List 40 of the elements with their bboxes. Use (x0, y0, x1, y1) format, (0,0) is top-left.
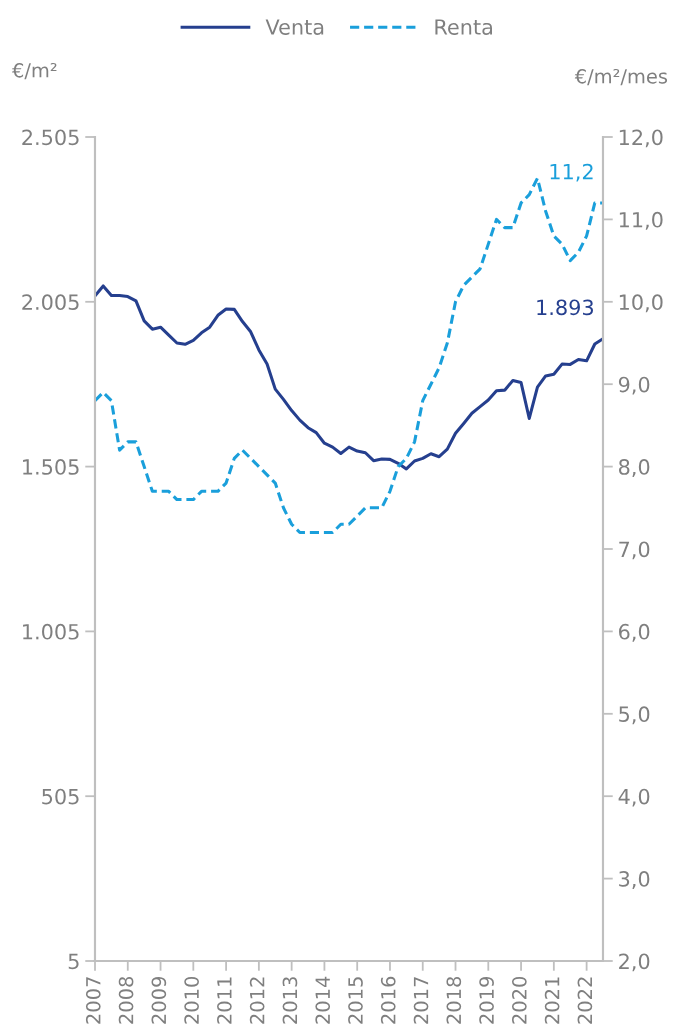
y-tick-label: 2.005 (22, 294, 79, 311)
legend-label: Venta (265, 19, 324, 35)
line-series (95, 284, 603, 471)
y2-tick-label: 7,0 (619, 541, 650, 560)
y2-tick-label: 3,0 (619, 871, 650, 889)
x-tick-label: 2016 (380, 976, 396, 1024)
x-tick-label: 2014 (315, 976, 331, 1024)
y2-tick-label: 9,0 (618, 376, 650, 395)
x-tick-label: 2007 (85, 977, 101, 1024)
x-tick-label: 2009 (151, 976, 167, 1024)
y2-tick-label: 10,0 (619, 294, 663, 313)
x-tick-label: 2013 (282, 977, 298, 1024)
y2-axis-title: €/m²/mes (574, 68, 668, 86)
y2-tick-label: 12,0 (619, 129, 663, 148)
x-tick-label: 2018 (446, 976, 462, 1024)
x-tick-label: 2017 (413, 977, 429, 1024)
x-tick-label: 2012 (249, 977, 265, 1024)
x-tick-label: 2021 (544, 977, 560, 1024)
y-tick-label: 505 (42, 788, 79, 805)
x-tick-label: 2022 (577, 977, 593, 1024)
x-tick-label: 2010 (184, 976, 199, 1024)
y-tick-label: 5 (68, 953, 79, 970)
x-tick-label: 2011 (217, 977, 232, 1024)
y2-tick-label: 11,0 (619, 211, 663, 230)
data-label: 11,2 (550, 163, 593, 182)
y2-tick-label: 2,0 (619, 953, 650, 972)
data-label: 1.893 (537, 299, 593, 316)
y2-tick-label: 8,0 (619, 459, 650, 477)
y-tick-label: 1.005 (23, 623, 79, 640)
x-tick-label: 2019 (479, 976, 494, 1024)
x-tick-label: 2008 (118, 976, 134, 1024)
y-axis-title: €/m² (12, 62, 57, 80)
x-tick-label: 2015 (348, 977, 363, 1024)
y2-tick-label: 6,0 (619, 623, 650, 642)
legend-label: Renta (435, 19, 492, 35)
x-tick-label: 2020 (512, 976, 527, 1024)
y2-tick-label: 4,0 (618, 788, 650, 807)
y-tick-label: 2.505 (22, 129, 79, 146)
y-tick-label: 1.505 (23, 459, 79, 475)
y2-tick-label: 5,0 (619, 706, 650, 725)
